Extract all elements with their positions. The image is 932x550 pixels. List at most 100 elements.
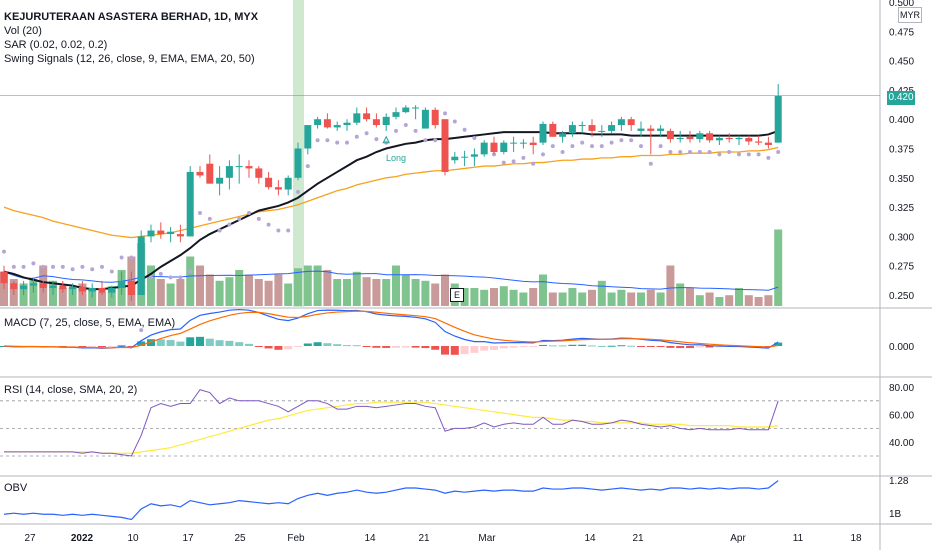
macd-histogram-bar	[156, 339, 165, 346]
time-tick-label: 21	[632, 533, 644, 544]
macd-histogram-bar	[637, 346, 645, 347]
sar-dot	[109, 269, 114, 274]
volume-bar	[529, 288, 538, 306]
volume-bar	[637, 292, 645, 306]
macd-histogram-bar	[421, 346, 430, 349]
sar-dot	[207, 216, 212, 221]
earnings-marker[interactable]: E	[450, 288, 464, 302]
candle-body	[755, 141, 763, 143]
macd-histogram-bar	[450, 346, 459, 355]
sar-dot	[31, 261, 36, 266]
sar-dot	[276, 228, 281, 233]
time-tick-label: 14	[584, 533, 596, 544]
last-price-label: 0.420	[887, 91, 915, 105]
macd-histogram-bar	[490, 346, 498, 350]
sar-dot	[658, 144, 663, 149]
sar-dot	[737, 152, 741, 157]
candle-body	[745, 137, 753, 142]
macd-histogram-bar	[235, 342, 244, 346]
sar-dot	[501, 160, 506, 165]
sar-dot	[217, 228, 222, 233]
candle-body	[627, 119, 635, 126]
volume-bar	[254, 279, 263, 306]
sar-dot	[423, 138, 428, 143]
volume-bar	[392, 265, 400, 306]
candle-body	[343, 122, 351, 126]
macd-histogram-bar	[107, 346, 116, 347]
rsi-tick-label: 60.00	[889, 411, 914, 422]
candle-body	[441, 119, 449, 172]
macd-histogram-bar	[294, 346, 302, 347]
price-tick-label: 0.400	[889, 115, 914, 126]
volume-bar	[480, 289, 489, 306]
sar-dot	[247, 210, 251, 215]
macd-histogram-bar	[117, 345, 126, 347]
macd-histogram-bar	[343, 345, 351, 347]
candle-body	[608, 125, 616, 131]
macd-histogram-bar	[431, 346, 440, 350]
time-tick-label: 17	[182, 533, 194, 544]
sar-dot	[776, 150, 781, 155]
sar-dot	[149, 275, 153, 280]
candle-body	[255, 168, 263, 178]
volume-bar	[186, 256, 195, 306]
macd-histogram-bar	[98, 346, 106, 347]
volume-bar	[58, 288, 67, 306]
sar-dot	[70, 267, 75, 272]
candle-body	[69, 286, 77, 290]
time-tick-label: 11	[793, 533, 804, 544]
time-tick-label: 10	[127, 533, 139, 544]
candle-body	[696, 133, 704, 140]
macd-histogram-bar	[441, 346, 449, 355]
main-legend: KEJURUTERAAN ASASTERA BERHAD, 1D, MYX Vo…	[4, 10, 258, 66]
sar-dot	[354, 134, 359, 139]
macd-signal-line	[3, 310, 779, 349]
candle-body	[431, 109, 439, 126]
macd-histogram-bar	[137, 341, 146, 346]
candle-body	[137, 236, 145, 295]
macd-histogram-bar	[686, 346, 694, 349]
sar-dot	[60, 264, 65, 269]
currency-button[interactable]: MYR	[898, 7, 922, 23]
obv-tick-label: 1B	[889, 509, 902, 520]
sar-dot	[325, 138, 330, 143]
sar-dot	[678, 150, 683, 155]
candle-body	[304, 125, 312, 149]
candle-body	[59, 285, 67, 290]
macd-histogram-bar	[303, 343, 312, 346]
volume-bar	[695, 295, 704, 306]
macd-histogram-bar	[362, 346, 371, 347]
macd-histogram-bar	[460, 346, 469, 355]
volume-bar	[382, 279, 391, 306]
candle-body	[206, 163, 214, 184]
candle-body	[500, 142, 508, 153]
candle-body	[676, 137, 684, 140]
ema-long-line	[3, 146, 779, 239]
macd-histogram-bar	[548, 345, 557, 347]
sar-dot	[198, 210, 202, 215]
volume-bar	[539, 274, 547, 306]
candle-body	[196, 171, 204, 176]
candle-body	[176, 234, 184, 237]
sar-dot	[374, 137, 379, 142]
candle-body	[235, 166, 243, 168]
sar-dot	[648, 161, 653, 166]
volume-bar	[352, 271, 361, 306]
sar-dot	[462, 127, 467, 132]
volume-bar	[431, 283, 440, 306]
price-tick-label: 0.500	[889, 0, 914, 9]
macd-histogram-bar	[676, 346, 685, 349]
sar-dot	[599, 144, 604, 149]
rsi-legend: RSI (14, close, SMA, 20, 2)	[4, 384, 138, 396]
macd-histogram-bar	[499, 346, 508, 349]
volume-bar	[343, 279, 351, 306]
candle-body	[735, 137, 743, 140]
macd-histogram-bar	[695, 346, 704, 348]
candle-body	[284, 177, 292, 190]
sar-dot	[697, 150, 702, 155]
volume-bar	[284, 283, 293, 306]
sar-dot	[266, 222, 271, 227]
macd-histogram-bar	[88, 346, 97, 347]
sar-dot	[707, 150, 712, 155]
